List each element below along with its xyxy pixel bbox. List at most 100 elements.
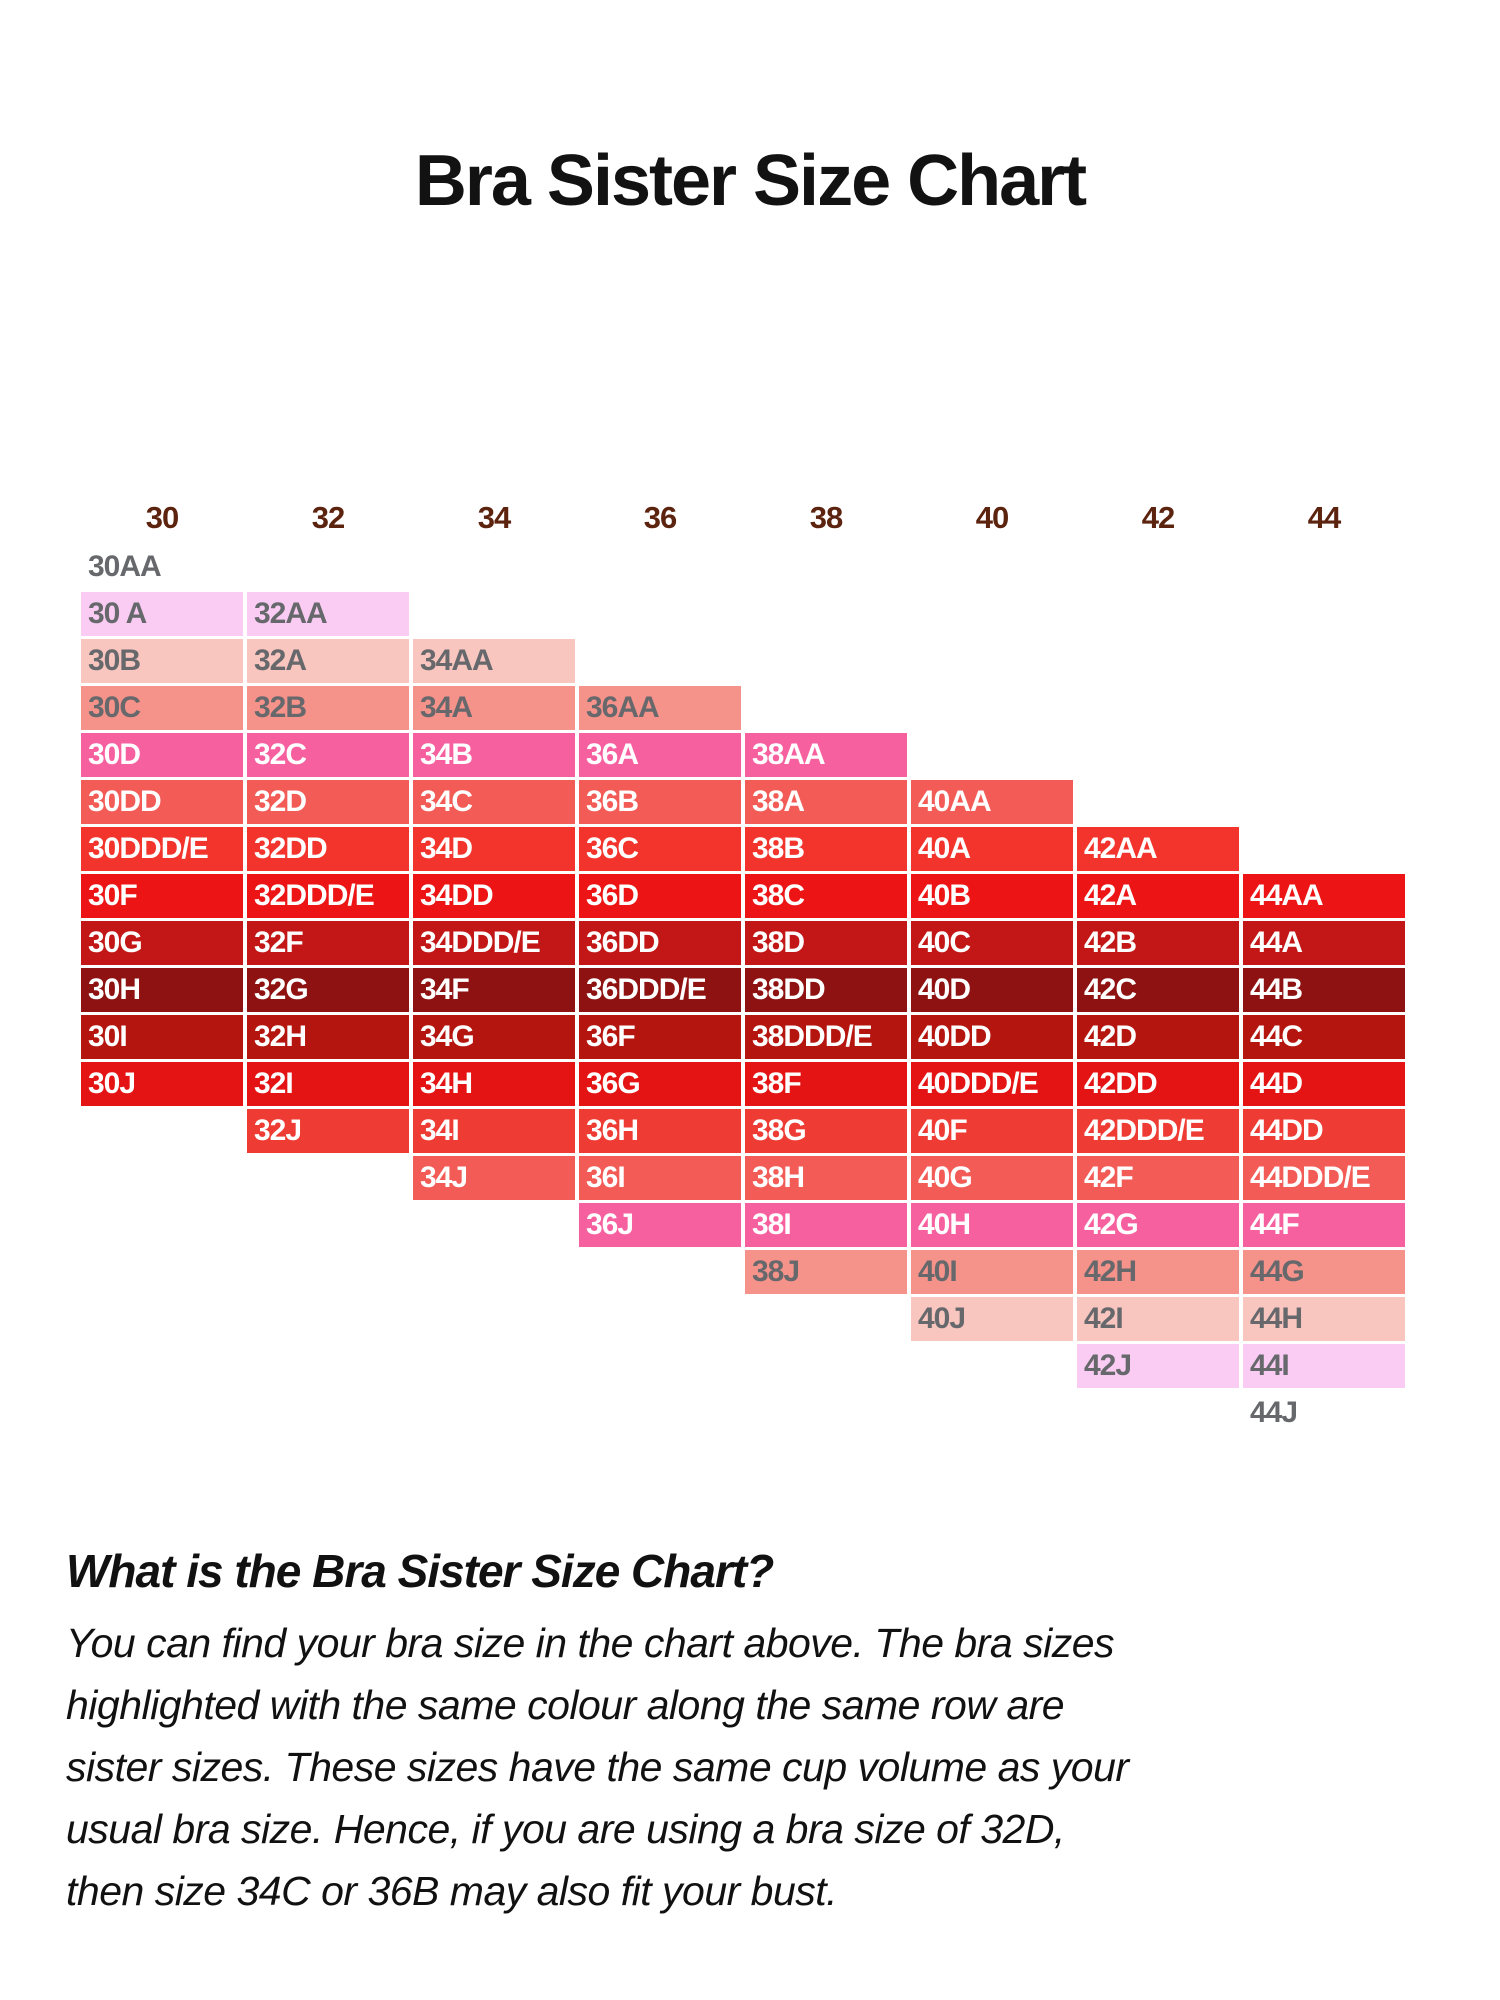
size-cell-40c: 40C: [911, 921, 1073, 965]
size-cell-40f: 40F: [911, 1109, 1073, 1153]
band-header-32: 32: [311, 500, 345, 535]
band-header-36: 36: [643, 500, 677, 535]
size-cell-30d: 30D: [81, 733, 243, 777]
band-header-38: 38: [809, 500, 843, 535]
band-header-42: 42: [1141, 500, 1175, 535]
size-cell-44aa: 44AA: [1243, 874, 1405, 918]
band-header-44: 44: [1307, 500, 1341, 535]
size-cell-36d: 36D: [579, 874, 741, 918]
size-cell-34a: 34A: [413, 686, 575, 730]
size-cell-36ddd-e: 36DDD/E: [579, 968, 741, 1012]
size-cell-30f: 30F: [81, 874, 243, 918]
size-cell-44g: 44G: [1243, 1250, 1405, 1294]
size-cell-30h: 30H: [81, 968, 243, 1012]
size-cell-40dd: 40DD: [911, 1015, 1073, 1059]
size-cell-36g: 36G: [579, 1062, 741, 1106]
footer-line-3: sister sizes. These sizes have the same …: [66, 1744, 1129, 1790]
size-cell-36b: 36B: [579, 780, 741, 824]
size-cell-40g: 40G: [911, 1156, 1073, 1200]
size-cell-44c: 44C: [1243, 1015, 1405, 1059]
size-cell-38ddd-e: 38DDD/E: [745, 1015, 907, 1059]
size-cell-30i: 30I: [81, 1015, 243, 1059]
size-cell-44b: 44B: [1243, 968, 1405, 1012]
size-cell-40h: 40H: [911, 1203, 1073, 1247]
size-cell-44f: 44F: [1243, 1203, 1405, 1247]
size-cell-40j: 40J: [911, 1297, 1073, 1341]
size-cell-30g: 30G: [81, 921, 243, 965]
size-cell-38j: 38J: [745, 1250, 907, 1294]
size-cell-40b: 40B: [911, 874, 1073, 918]
footer-heading: What is the Bra Sister Size Chart?: [66, 1545, 774, 1597]
size-cell-42j: 42J: [1077, 1344, 1239, 1388]
size-cell-30-a: 30 A: [81, 592, 243, 636]
size-cell-34aa: 34AA: [413, 639, 575, 683]
size-cell-40ddd-e: 40DDD/E: [911, 1062, 1073, 1106]
size-cell-32h: 32H: [247, 1015, 409, 1059]
size-cell-44dd: 44DD: [1243, 1109, 1405, 1153]
size-cell-38a: 38A: [745, 780, 907, 824]
band-header-30: 30: [145, 500, 179, 535]
size-cell-42dd: 42DD: [1077, 1062, 1239, 1106]
size-cell-42b: 42B: [1077, 921, 1239, 965]
footer-section: What is the Bra Sister Size Chart? You c…: [66, 1544, 1186, 1922]
footer-line-2: highlighted with the same colour along t…: [66, 1682, 1065, 1728]
size-cell-40d: 40D: [911, 968, 1073, 1012]
size-cell-36i: 36I: [579, 1156, 741, 1200]
size-cell-32i: 32I: [247, 1062, 409, 1106]
size-cell-38aa: 38AA: [745, 733, 907, 777]
size-cell-42f: 42F: [1077, 1156, 1239, 1200]
size-cell-38h: 38H: [745, 1156, 907, 1200]
size-cell-32g: 32G: [247, 968, 409, 1012]
size-cell-30aa: 30AA: [88, 550, 162, 583]
size-cell-38d: 38D: [745, 921, 907, 965]
size-cell-40a: 40A: [911, 827, 1073, 871]
size-cell-32c: 32C: [247, 733, 409, 777]
size-cell-32j: 32J: [247, 1109, 409, 1153]
size-cell-36f: 36F: [579, 1015, 741, 1059]
size-cell-34b: 34B: [413, 733, 575, 777]
size-cell-42d: 42D: [1077, 1015, 1239, 1059]
band-header-34: 34: [477, 500, 511, 535]
size-cell-42ddd-e: 42DDD/E: [1077, 1109, 1239, 1153]
size-cell-38b: 38B: [745, 827, 907, 871]
size-cell-38f: 38F: [745, 1062, 907, 1106]
size-cell-38dd: 38DD: [745, 968, 907, 1012]
size-cell-34h: 34H: [413, 1062, 575, 1106]
size-cell-30j: 30J: [81, 1062, 243, 1106]
band-header-40: 40: [975, 500, 1009, 535]
size-cell-30dd: 30DD: [81, 780, 243, 824]
page-title: Bra Sister Size Chart: [414, 141, 1087, 221]
size-cell-42c: 42C: [1077, 968, 1239, 1012]
size-cell-34g: 34G: [413, 1015, 575, 1059]
size-cell-42i: 42I: [1077, 1297, 1239, 1341]
size-cell-36aa: 36AA: [579, 686, 741, 730]
size-cell-30ddd-e: 30DDD/E: [81, 827, 243, 871]
size-cell-34d: 34D: [413, 827, 575, 871]
footer-line-1: You can find your bra size in the chart …: [66, 1620, 1115, 1666]
size-cell-44a: 44A: [1243, 921, 1405, 965]
size-cell-34i: 34I: [413, 1109, 575, 1153]
size-cell-32b: 32B: [247, 686, 409, 730]
footer-paragraph: You can find your bra size in the chart …: [66, 1612, 1186, 1922]
size-cell-44h: 44H: [1243, 1297, 1405, 1341]
size-cell-38i: 38I: [745, 1203, 907, 1247]
size-cell-42g: 42G: [1077, 1203, 1239, 1247]
size-cell-44i: 44I: [1243, 1344, 1405, 1388]
size-cell-32f: 32F: [247, 921, 409, 965]
size-cell-40i: 40I: [911, 1250, 1073, 1294]
size-cell-38g: 38G: [745, 1109, 907, 1153]
size-cell-34ddd-e: 34DDD/E: [413, 921, 575, 965]
size-cell-34f: 34F: [413, 968, 575, 1012]
footer-line-5: then size 34C or 36B may also fit your b…: [66, 1868, 838, 1914]
size-cell-36j: 36J: [579, 1203, 741, 1247]
size-cell-36a: 36A: [579, 733, 741, 777]
size-cell-44ddd-e: 44DDD/E: [1243, 1156, 1405, 1200]
size-cell-32dd: 32DD: [247, 827, 409, 871]
sister-size-chart: 30 32 34 36 38 40 42 44 30AA 30 A 32AA 30B 32A 34AA 3…: [81, 498, 1421, 1438]
size-cell-42aa: 42AA: [1077, 827, 1239, 871]
size-cell-34c: 34C: [413, 780, 575, 824]
size-cell-34j: 34J: [413, 1156, 575, 1200]
size-cell-44j: 44J: [1250, 1396, 1298, 1429]
size-cell-36h: 36H: [579, 1109, 741, 1153]
